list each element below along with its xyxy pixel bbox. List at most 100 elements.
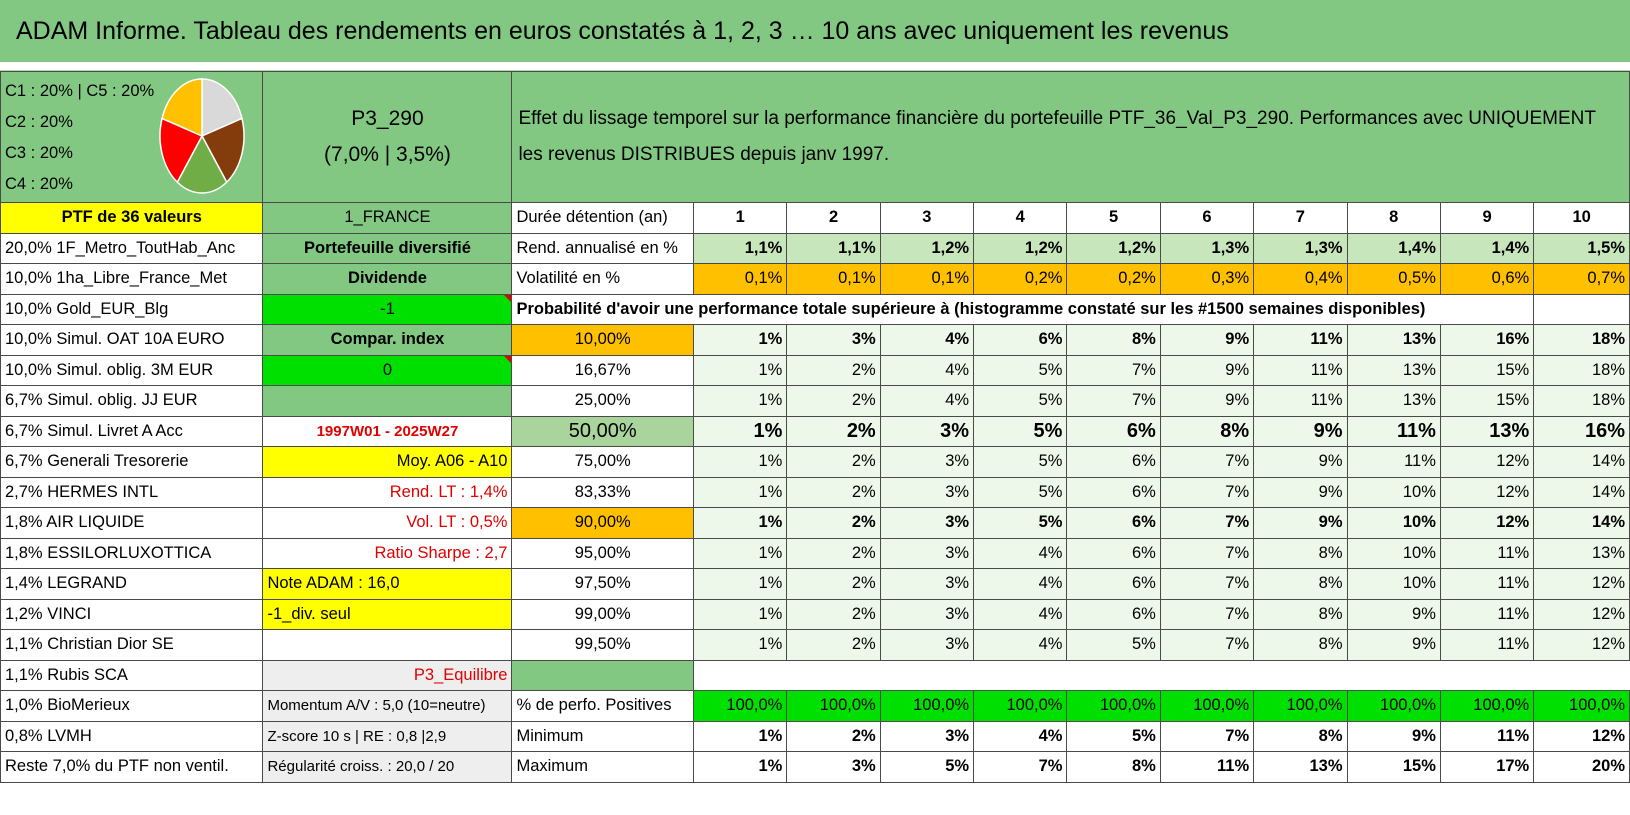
div-seul: -1_div. seul: [262, 598, 513, 630]
value-cell: 100,0%: [1253, 690, 1348, 722]
value-cell: 9%: [1253, 476, 1348, 508]
value-cell: 3%: [879, 415, 975, 447]
value-cell: 12%: [1533, 629, 1630, 661]
value-cell: 0,4%: [1253, 263, 1348, 295]
holding-name: 6,7% Simul. oblig. JJ EUR: [0, 385, 264, 417]
value-cell: 2%: [786, 598, 881, 630]
moy-period: Moy. A06 - A10: [262, 446, 513, 478]
value-cell: 0,2%: [1066, 263, 1161, 295]
income-mode: Dividende: [262, 263, 513, 295]
value-cell: 13%: [1253, 751, 1348, 783]
portfolio-code: P3_290: [351, 107, 424, 130]
value-cell: 1,4%: [1346, 232, 1441, 264]
probability-threshold: 99,50%: [511, 629, 694, 661]
table-row: 0,8% LVMH Z-score 10 s | RE : 0,8 |2,9 Min…: [0, 720, 1630, 752]
value-cell: 100,0%: [692, 690, 788, 722]
value-cell: 100,0%: [1533, 690, 1630, 722]
value-cell: 13%: [1533, 537, 1630, 569]
divider: [0, 62, 1630, 71]
table-row: 6,7% Simul. oblig. JJ EUR 25,00% 1% 2% 4% 5% 7…: [0, 385, 1630, 417]
value-cell: 3%: [879, 629, 975, 661]
probability-threshold: 83,33%: [511, 476, 694, 508]
holding-name: 2,7% HERMES INTL: [0, 476, 264, 508]
value-cell: 5%: [973, 476, 1068, 508]
value-cell: 4%: [973, 568, 1068, 600]
value-cell: 6%: [1066, 507, 1161, 539]
value-cell: 0,1%: [692, 263, 788, 295]
value-cell: 8%: [1253, 537, 1348, 569]
probability-threshold: 97,50%: [511, 568, 694, 600]
code-2: 0: [262, 354, 513, 386]
value-cell: 3%: [879, 720, 975, 752]
value-cell: 1%: [692, 324, 788, 356]
table-row: 10,0% Gold_EUR_Blg -1 Probabilité d'avoir …: [0, 293, 1630, 325]
value-cell: 2%: [786, 354, 881, 386]
value-cell: 1%: [692, 629, 788, 661]
value-cell: 8%: [1066, 751, 1161, 783]
table-row: 1,1% Christian Dior SE 99,50% 1% 2% 3% 4% 5% 7%…: [0, 629, 1630, 661]
probability-threshold: 99,00%: [511, 598, 694, 630]
portfolio-type: Portefeuille diversifié: [262, 232, 513, 264]
value-cell: 1,2%: [1066, 232, 1161, 264]
holding-name: 1,1% Rubis SCA: [0, 659, 264, 691]
value-cell: 14%: [1533, 476, 1630, 508]
year-header: 5: [1066, 202, 1161, 234]
table-row: 1,1% Rubis SCA P3_Equilibre: [0, 659, 1630, 691]
blank-cell: [262, 385, 513, 417]
holding-name: 1,0% BioMerieux: [0, 690, 264, 722]
report-title: ADAM Informe. Tableau des rendements en …: [0, 0, 1630, 62]
value-cell: 15%: [1439, 354, 1535, 386]
regularite: Régularité croiss. : 20,0 / 20: [262, 751, 513, 783]
table-row: 6,7% Generali Tresorerie Moy. A06 - A10 75…: [0, 446, 1630, 478]
value-cell: 11%: [1253, 354, 1348, 386]
value-cell: 100,0%: [786, 690, 881, 722]
holding-name: 10,0% 1ha_Libre_France_Met: [0, 263, 264, 295]
compar-index: Compar. index: [262, 324, 513, 356]
value-cell: 1%: [692, 385, 788, 417]
value-cell: 12%: [1439, 476, 1535, 508]
table-row: 20,0% 1F_Metro_ToutHab_Anc Portefeuille d…: [0, 232, 1630, 264]
value-cell: 9%: [1159, 354, 1255, 386]
value-cell: 2%: [786, 720, 881, 752]
value-cell: 1,1%: [786, 232, 881, 264]
value-cell: 11%: [1439, 568, 1535, 600]
blank-cell: [693, 659, 1630, 691]
pie-slice: [159, 117, 204, 184]
value-cell: 12%: [1533, 720, 1630, 752]
year-header: 10: [1533, 202, 1630, 234]
value-cell: 7%: [1066, 354, 1161, 386]
value-cell: 3%: [786, 751, 881, 783]
value-cell: 7%: [1159, 598, 1255, 630]
value-cell: 17%: [1439, 751, 1535, 783]
blank-cell: [1533, 293, 1630, 325]
holding-name: 10,0% Gold_EUR_Blg: [0, 293, 264, 325]
pie-slice: [176, 134, 228, 194]
value-cell: 6%: [1066, 568, 1161, 600]
value-cell: 14%: [1533, 507, 1630, 539]
rend-label: Rend. annualisé en %: [511, 232, 694, 264]
value-cell: 1,3%: [1253, 232, 1348, 264]
year-header: 4: [973, 202, 1068, 234]
legend-line: C3 : 20%: [5, 144, 73, 162]
value-cell: 18%: [1533, 324, 1630, 356]
holding-name: 0,8% LVMH: [0, 720, 264, 752]
value-cell: 13%: [1346, 354, 1441, 386]
value-cell: 2%: [786, 476, 881, 508]
holding-name: 1,1% Christian Dior SE: [0, 629, 264, 661]
value-cell: 1%: [692, 415, 788, 447]
value-cell: 11%: [1439, 537, 1535, 569]
probability-threshold: 95,00%: [511, 537, 694, 569]
value-cell: 3%: [879, 598, 975, 630]
table-row: 10,0% Simul. oblig. 3M EUR 0 16,67% 1% 2% 4% 5…: [0, 354, 1630, 386]
value-cell: 8%: [1253, 598, 1348, 630]
portfolio-size: PTF de 36 valeurs: [0, 202, 264, 234]
value-cell: 2%: [786, 415, 881, 447]
table-row: 10,0% Simul. OAT 10A EURO Compar. index 10…: [0, 324, 1630, 356]
value-cell: 100,0%: [879, 690, 975, 722]
value-cell: 2%: [786, 507, 881, 539]
value-cell: 0,3%: [1159, 263, 1255, 295]
value-cell: 5%: [973, 385, 1068, 417]
value-cell: 6%: [1066, 598, 1161, 630]
value-cell: 1%: [692, 720, 788, 752]
